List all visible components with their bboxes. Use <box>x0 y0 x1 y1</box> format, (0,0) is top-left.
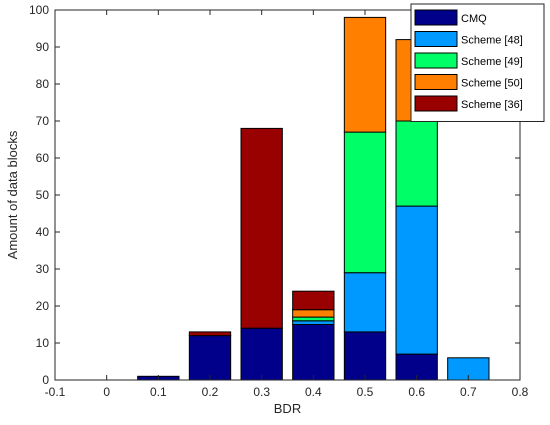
legend-label: Scheme [36] <box>461 99 523 111</box>
x-tick-label: 0.4 <box>305 385 322 399</box>
bar-segment <box>292 320 335 325</box>
x-axis-ticks: -0.1 0 0.1 0.2 0.3 0.4 0.5 0.6 0.7 0.8 <box>45 10 529 399</box>
bar-segment <box>343 331 387 381</box>
y-tick-label: 0 <box>42 373 49 387</box>
x-tick-label: 0.2 <box>202 385 219 399</box>
y-tick-label: 40 <box>36 225 50 239</box>
bar-segment <box>395 120 438 207</box>
y-tick-label: 10 <box>36 336 50 350</box>
legend-label: Scheme [49] <box>461 56 523 68</box>
y-tick-label: 70 <box>36 114 50 128</box>
x-tick-label: 0.6 <box>408 385 425 399</box>
y-tick-label: 60 <box>36 151 50 165</box>
x-tick-label: 0.7 <box>460 385 477 399</box>
bar-segment <box>292 324 335 381</box>
x-tick-label: 0.8 <box>512 385 529 399</box>
y-tick-label: 30 <box>36 262 50 276</box>
bar-segment <box>343 272 387 333</box>
legend-swatch <box>414 52 458 69</box>
y-tick-label: 20 <box>36 299 50 313</box>
bar-segment <box>343 16 387 133</box>
x-tick-label: 0.5 <box>357 385 374 399</box>
legend: CMQ Scheme [48] Scheme [49] Scheme [50] Sche… <box>410 3 545 122</box>
y-tick-label: 100 <box>29 3 49 17</box>
y-tick-label: 50 <box>36 188 50 202</box>
legend-swatch <box>414 74 458 90</box>
bar-segment <box>240 127 283 329</box>
bar-segment <box>240 327 283 381</box>
bar-segment <box>292 290 335 311</box>
bar-segment <box>343 131 387 274</box>
x-tick-label: -0.1 <box>45 385 66 399</box>
y-tick-label: 90 <box>36 40 50 54</box>
x-tick-label: 0.1 <box>150 385 167 399</box>
bar-segment <box>395 205 438 355</box>
x-tick-label: 0 <box>103 385 110 399</box>
legend-swatch <box>414 9 458 26</box>
bar-segment <box>188 335 232 381</box>
bar-segment <box>188 331 232 337</box>
legend-swatch <box>414 31 458 47</box>
y-axis-label: Amount of data blocks <box>5 130 20 259</box>
legend-swatch <box>414 95 458 112</box>
bar-segment <box>292 309 335 318</box>
legend-label: CMQ <box>461 13 487 25</box>
x-tick-label: 0.3 <box>253 385 270 399</box>
y-axis-ticks: 0 10 20 30 40 50 60 70 80 90 100 <box>29 3 520 387</box>
legend-label: Scheme [50] <box>461 78 523 90</box>
x-axis-label: BDR <box>274 401 301 416</box>
y-tick-label: 80 <box>36 77 50 91</box>
bar-segment <box>292 316 335 322</box>
legend-label: Scheme [48] <box>461 35 523 47</box>
